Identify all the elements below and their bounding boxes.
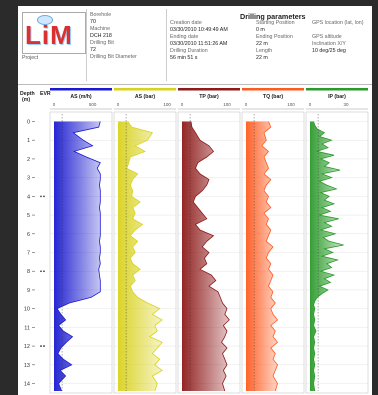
drilling-duration-value: 56 min 51 s — [170, 55, 198, 61]
gps-altitude-label: GPS altitude — [312, 34, 342, 40]
gps-location-value — [312, 27, 364, 34]
ending-date-value: 03/30/2010 11:51:26 AM — [170, 41, 228, 47]
evr-marker — [40, 270, 42, 273]
depth-tick-label: 9 — [27, 288, 30, 294]
depth-tick-label: 11 — [24, 325, 30, 331]
track-series-line — [126, 121, 163, 392]
depth-tick-label: 3 — [27, 176, 30, 182]
evr-marker — [43, 270, 45, 273]
track-scale-label: 0 — [245, 102, 248, 107]
track-title: TP (bar) — [199, 94, 219, 100]
track-area — [54, 121, 101, 392]
evr-marker — [43, 345, 45, 347]
creation-date-label: Creation date — [170, 20, 202, 26]
track-area — [118, 121, 163, 392]
length-label: Length — [256, 48, 273, 54]
track-title: AS (bar) — [135, 94, 155, 100]
track-title: IP (bar) — [328, 94, 346, 100]
track-color-bar — [114, 88, 176, 91]
borehole-label: Borehole — [90, 12, 112, 18]
gps-location-label: GPS location (lat, lon) — [312, 20, 364, 26]
machine-label: Machine — [90, 26, 111, 32]
creation-date-value: 03/30/2010 10:49:49 AM — [170, 27, 228, 33]
depth-tick-label: 12 — [24, 344, 30, 350]
position-info: Starting Position 0 m Ending Position 22… — [256, 20, 295, 62]
track-scale-label: 100 — [287, 102, 295, 107]
track-color-bar — [306, 88, 368, 91]
machine-value: DCH 218 — [90, 33, 112, 39]
depth-tick-label: 2 — [27, 157, 30, 163]
depth-tick-label: 14 — [24, 382, 30, 388]
drilling-duration-label: Drilling Duration — [170, 48, 208, 54]
track-series-line — [313, 121, 344, 392]
depth-tick-label: 10 — [24, 307, 30, 313]
track-scale-label: 0 — [53, 102, 56, 107]
depth-tick-label: 8 — [27, 269, 30, 275]
report-header: LiM Project Borehole 70 Machine DCH 218 … — [18, 6, 372, 85]
ending-position-label: Ending Position — [256, 34, 293, 40]
header-divider — [86, 9, 87, 81]
ending-position-value: 22 m — [256, 41, 268, 47]
track-series-line — [261, 121, 279, 392]
track-color-bar — [178, 88, 240, 91]
depth-axis-label: Depth — [20, 91, 35, 97]
length-value: 22 m — [256, 55, 268, 61]
track-color-bar — [50, 88, 112, 91]
inclination-label: Inclination X/Y — [312, 41, 346, 47]
depth-tick-label: 13 — [24, 363, 30, 369]
track-scale-label: 0 — [309, 102, 312, 107]
track-series-line — [56, 121, 101, 392]
starting-position-value: 0 m — [256, 27, 265, 33]
drilling-parameters-title: Drilling parameters — [240, 12, 306, 21]
project-label: Project — [22, 55, 39, 61]
header-divider — [166, 9, 167, 81]
depth-tick-label: 5 — [27, 213, 30, 219]
ending-date-label: Ending date — [170, 34, 199, 40]
track-scale-label: 100 — [223, 102, 231, 107]
track-area — [246, 121, 278, 392]
evr-marker — [40, 195, 42, 198]
depth-unit-label: (m) — [22, 97, 30, 103]
track-title: TQ (bar) — [263, 94, 283, 100]
borehole-value: 70 — [90, 19, 96, 25]
depth-tick-label: 0 — [27, 119, 30, 125]
depth-tick-label: 1 — [27, 138, 30, 144]
drilling-bit-diameter-label: Drilling Bit Diameter — [90, 54, 137, 60]
track-scale-label: 30 — [343, 102, 349, 107]
drilling-bit-value: 72 — [90, 47, 96, 53]
evr-marker — [43, 195, 45, 198]
report-sheet: LiM Project Borehole 70 Machine DCH 218 … — [18, 6, 372, 395]
depth-tick-label: 7 — [27, 251, 30, 257]
date-info: Creation date 03/30/2010 10:49:49 AM End… — [170, 20, 228, 62]
evr-marker — [40, 345, 42, 347]
track-scale-label: 0 — [117, 102, 120, 107]
logo-wing-icon — [37, 15, 53, 25]
logo-text: LiM — [25, 20, 73, 50]
depth-tick-label: 6 — [27, 232, 30, 238]
drilling-bit-label: Drilling Bit — [90, 40, 114, 46]
inclination-value: 10 deg/25 deg — [312, 48, 346, 54]
lim-logo: LiM — [22, 12, 86, 54]
evr-label: EVR — [40, 91, 51, 97]
borehole-info: Borehole 70 Machine DCH 218 Drilling Bit… — [90, 12, 137, 61]
track-color-bar — [242, 88, 304, 91]
track-series-line — [190, 121, 230, 392]
track-title: AS (m/h) — [70, 94, 92, 100]
track-scale-label: 0 — [181, 102, 184, 107]
depth-tick-label: 4 — [27, 194, 30, 200]
track-scale-label: 100 — [163, 102, 171, 107]
track-scale-label: 500 — [89, 102, 97, 107]
starting-position-label: Starting Position — [256, 20, 295, 26]
gps-info: GPS location (lat, lon) GPS altitude Inc… — [312, 20, 364, 55]
